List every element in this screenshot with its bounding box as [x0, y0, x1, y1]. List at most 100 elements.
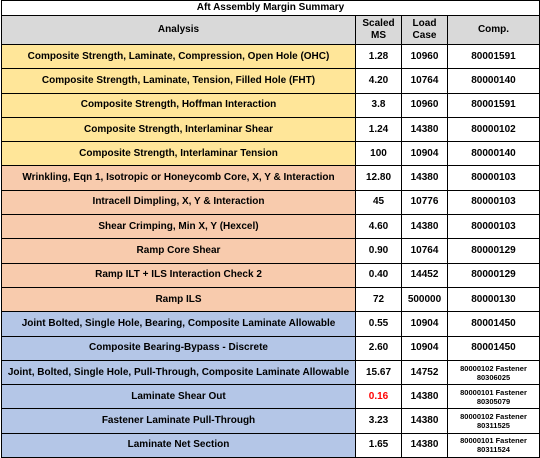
data-row: Laminate Net Section 1.65 14380 80000101 Fa…: [1, 432, 540, 458]
title-row: Aft Assembly Margin Summary: [0, 0, 540, 16]
ms-cell: 3.23: [355, 408, 402, 434]
ms-cell: 1.24: [355, 116, 402, 143]
ms-cell: 4.20: [355, 68, 402, 94]
analysis-cell: Intracell Dimpling, X, Y & Interaction: [1, 189, 356, 216]
data-row: Ramp ILS 72 500000 80000130: [1, 286, 540, 313]
ms-cell: 72: [355, 286, 402, 313]
data-row: Laminate Shear Out 0.16 14380 80000101 Fast…: [1, 384, 540, 410]
comp-cell: 80000102 Fastener 80311525: [446, 408, 540, 434]
load-case-cell: 10764: [401, 68, 448, 94]
comp-cell: 80000130: [446, 286, 540, 313]
analysis-cell: Ramp ILS: [1, 286, 356, 313]
ms-cell: 0.40: [355, 262, 402, 288]
analysis-cell: Joint, Bolted, Single Hole, Pull-Through…: [1, 359, 356, 386]
comp-cell: 80000103: [446, 189, 540, 216]
header-cell: Load Case: [401, 15, 448, 45]
analysis-cell: Shear Crimping, Min X, Y (Hexcel): [1, 214, 356, 240]
cell-line: 80000101 Fastener: [460, 436, 527, 446]
cell-line: 80000102 Fastener: [460, 412, 527, 422]
data-row: Composite Strength, Interlaminar Shear 1.…: [1, 116, 540, 143]
data-row: Joint, Bolted, Single Hole, Pull-Through…: [1, 359, 540, 386]
data-row: Composite Strength, Laminate, Compressio…: [1, 43, 540, 70]
data-row: Composite Bearing-Bypass - Discrete 2.60 1…: [1, 335, 540, 361]
analysis-cell: Composite Strength, Laminate, Compressio…: [1, 43, 356, 70]
data-row: Ramp ILT + ILS Interaction Check 2 0.40 14…: [1, 262, 540, 288]
header-cell: Scaled MS: [355, 15, 402, 45]
load-case-cell: 14380: [401, 214, 448, 240]
comp-cell: 80001591: [446, 92, 540, 118]
data-row: Ramp Core Shear 0.90 10764 80000129: [1, 238, 540, 264]
load-case-cell: 500000: [401, 286, 448, 313]
comp-cell: 80001591: [446, 43, 540, 70]
data-row: Joint Bolted, Single Hole, Bearing, Comp…: [1, 311, 540, 337]
analysis-cell: Ramp ILT + ILS Interaction Check 2: [1, 262, 356, 288]
data-row: Intracell Dimpling, X, Y & Interaction 45…: [1, 189, 540, 216]
ms-cell: 0.55: [355, 311, 402, 337]
load-case-cell: 14380: [401, 384, 448, 410]
data-row: Composite Strength, Interlaminar Tension…: [1, 141, 540, 167]
load-case-cell: 14752: [401, 359, 448, 386]
ms-cell: 12.80: [355, 165, 402, 191]
ms-cell: 4.60: [355, 214, 402, 240]
analysis-cell: Composite Bearing-Bypass - Discrete: [1, 335, 356, 361]
ms-cell: 100: [355, 141, 402, 167]
ms-cell: 0.16: [355, 384, 402, 410]
cell-line: Case: [412, 30, 437, 41]
header-row: Analysis Scaled MS Load Case Comp.: [1, 15, 540, 45]
analysis-cell: Laminate Net Section: [1, 432, 356, 458]
data-row: Wrinkling, Eqn 1, Isotropic or Honeycomb…: [1, 165, 540, 191]
cell-line: 80305079: [476, 396, 511, 406]
analysis-cell: Composite Strength, Interlaminar Tension: [1, 141, 356, 167]
cell-line: 80000102 Fastener: [460, 363, 527, 373]
load-case-cell: 14380: [401, 116, 448, 143]
load-case-cell: 14380: [401, 165, 448, 191]
ms-cell: 1.28: [355, 43, 402, 70]
ms-cell: 2.60: [355, 335, 402, 361]
load-case-cell: 10904: [401, 311, 448, 337]
analysis-cell: Ramp Core Shear: [1, 238, 356, 264]
cell-line: Load: [412, 18, 437, 29]
data-row: Shear Crimping, Min X, Y (Hexcel) 4.60 143…: [1, 214, 540, 240]
ms-cell: 45: [355, 189, 402, 216]
cell-line: 80000101 Fastener: [460, 387, 527, 397]
comp-cell: 80000101 Fastener 80311524: [446, 432, 540, 458]
ms-cell: 15.67: [355, 359, 402, 386]
comp-cell: 80000140: [446, 141, 540, 167]
load-case-cell: 10904: [401, 141, 448, 167]
cell-line: 80311525: [477, 421, 510, 431]
comp-cell: 80000129: [446, 238, 540, 264]
cell-line: 80311524: [477, 445, 510, 455]
data-row: Composite Strength, Hoffman Interaction 3…: [1, 92, 540, 118]
data-row: Composite Strength, Laminate, Tension, F…: [1, 68, 540, 94]
load-case-cell: 14452: [401, 262, 448, 288]
ms-cell: 3.8: [355, 92, 402, 118]
header-cell: Analysis: [1, 15, 356, 45]
comp-cell: 80000140: [446, 68, 540, 94]
load-case-cell: 10776: [401, 189, 448, 216]
load-case-cell: 10764: [401, 238, 448, 264]
comp-cell: 80000103: [446, 165, 540, 191]
data-row: Fastener Laminate Pull-Through 3.23 14380 8…: [1, 408, 540, 434]
load-case-cell: 10960: [401, 92, 448, 118]
table-title: Aft Assembly Margin Summary: [0, 0, 540, 16]
comp-cell: 80000102 Fastener 80306025: [446, 359, 540, 386]
analysis-cell: Fastener Laminate Pull-Through: [1, 408, 356, 434]
analysis-cell: Laminate Shear Out: [1, 384, 356, 410]
cell-line: MS: [371, 30, 386, 41]
comp-cell: 80001450: [446, 311, 540, 337]
load-case-cell: 10904: [401, 335, 448, 361]
analysis-cell: Wrinkling, Eqn 1, Isotropic or Honeycomb…: [1, 165, 356, 191]
comp-cell: 80000102: [446, 116, 540, 143]
load-case-cell: 14380: [401, 408, 448, 434]
analysis-cell: Composite Strength, Laminate, Tension, F…: [1, 68, 356, 94]
analysis-cell: Composite Strength, Interlaminar Shear: [1, 116, 356, 143]
ms-cell: 1.65: [355, 432, 402, 458]
analysis-cell: Joint Bolted, Single Hole, Bearing, Comp…: [1, 311, 356, 337]
comp-cell: 80000103: [446, 214, 540, 240]
cell-line: Scaled: [362, 18, 395, 29]
comp-cell: 80000129: [446, 262, 540, 288]
header-cell: Comp.: [446, 15, 540, 45]
